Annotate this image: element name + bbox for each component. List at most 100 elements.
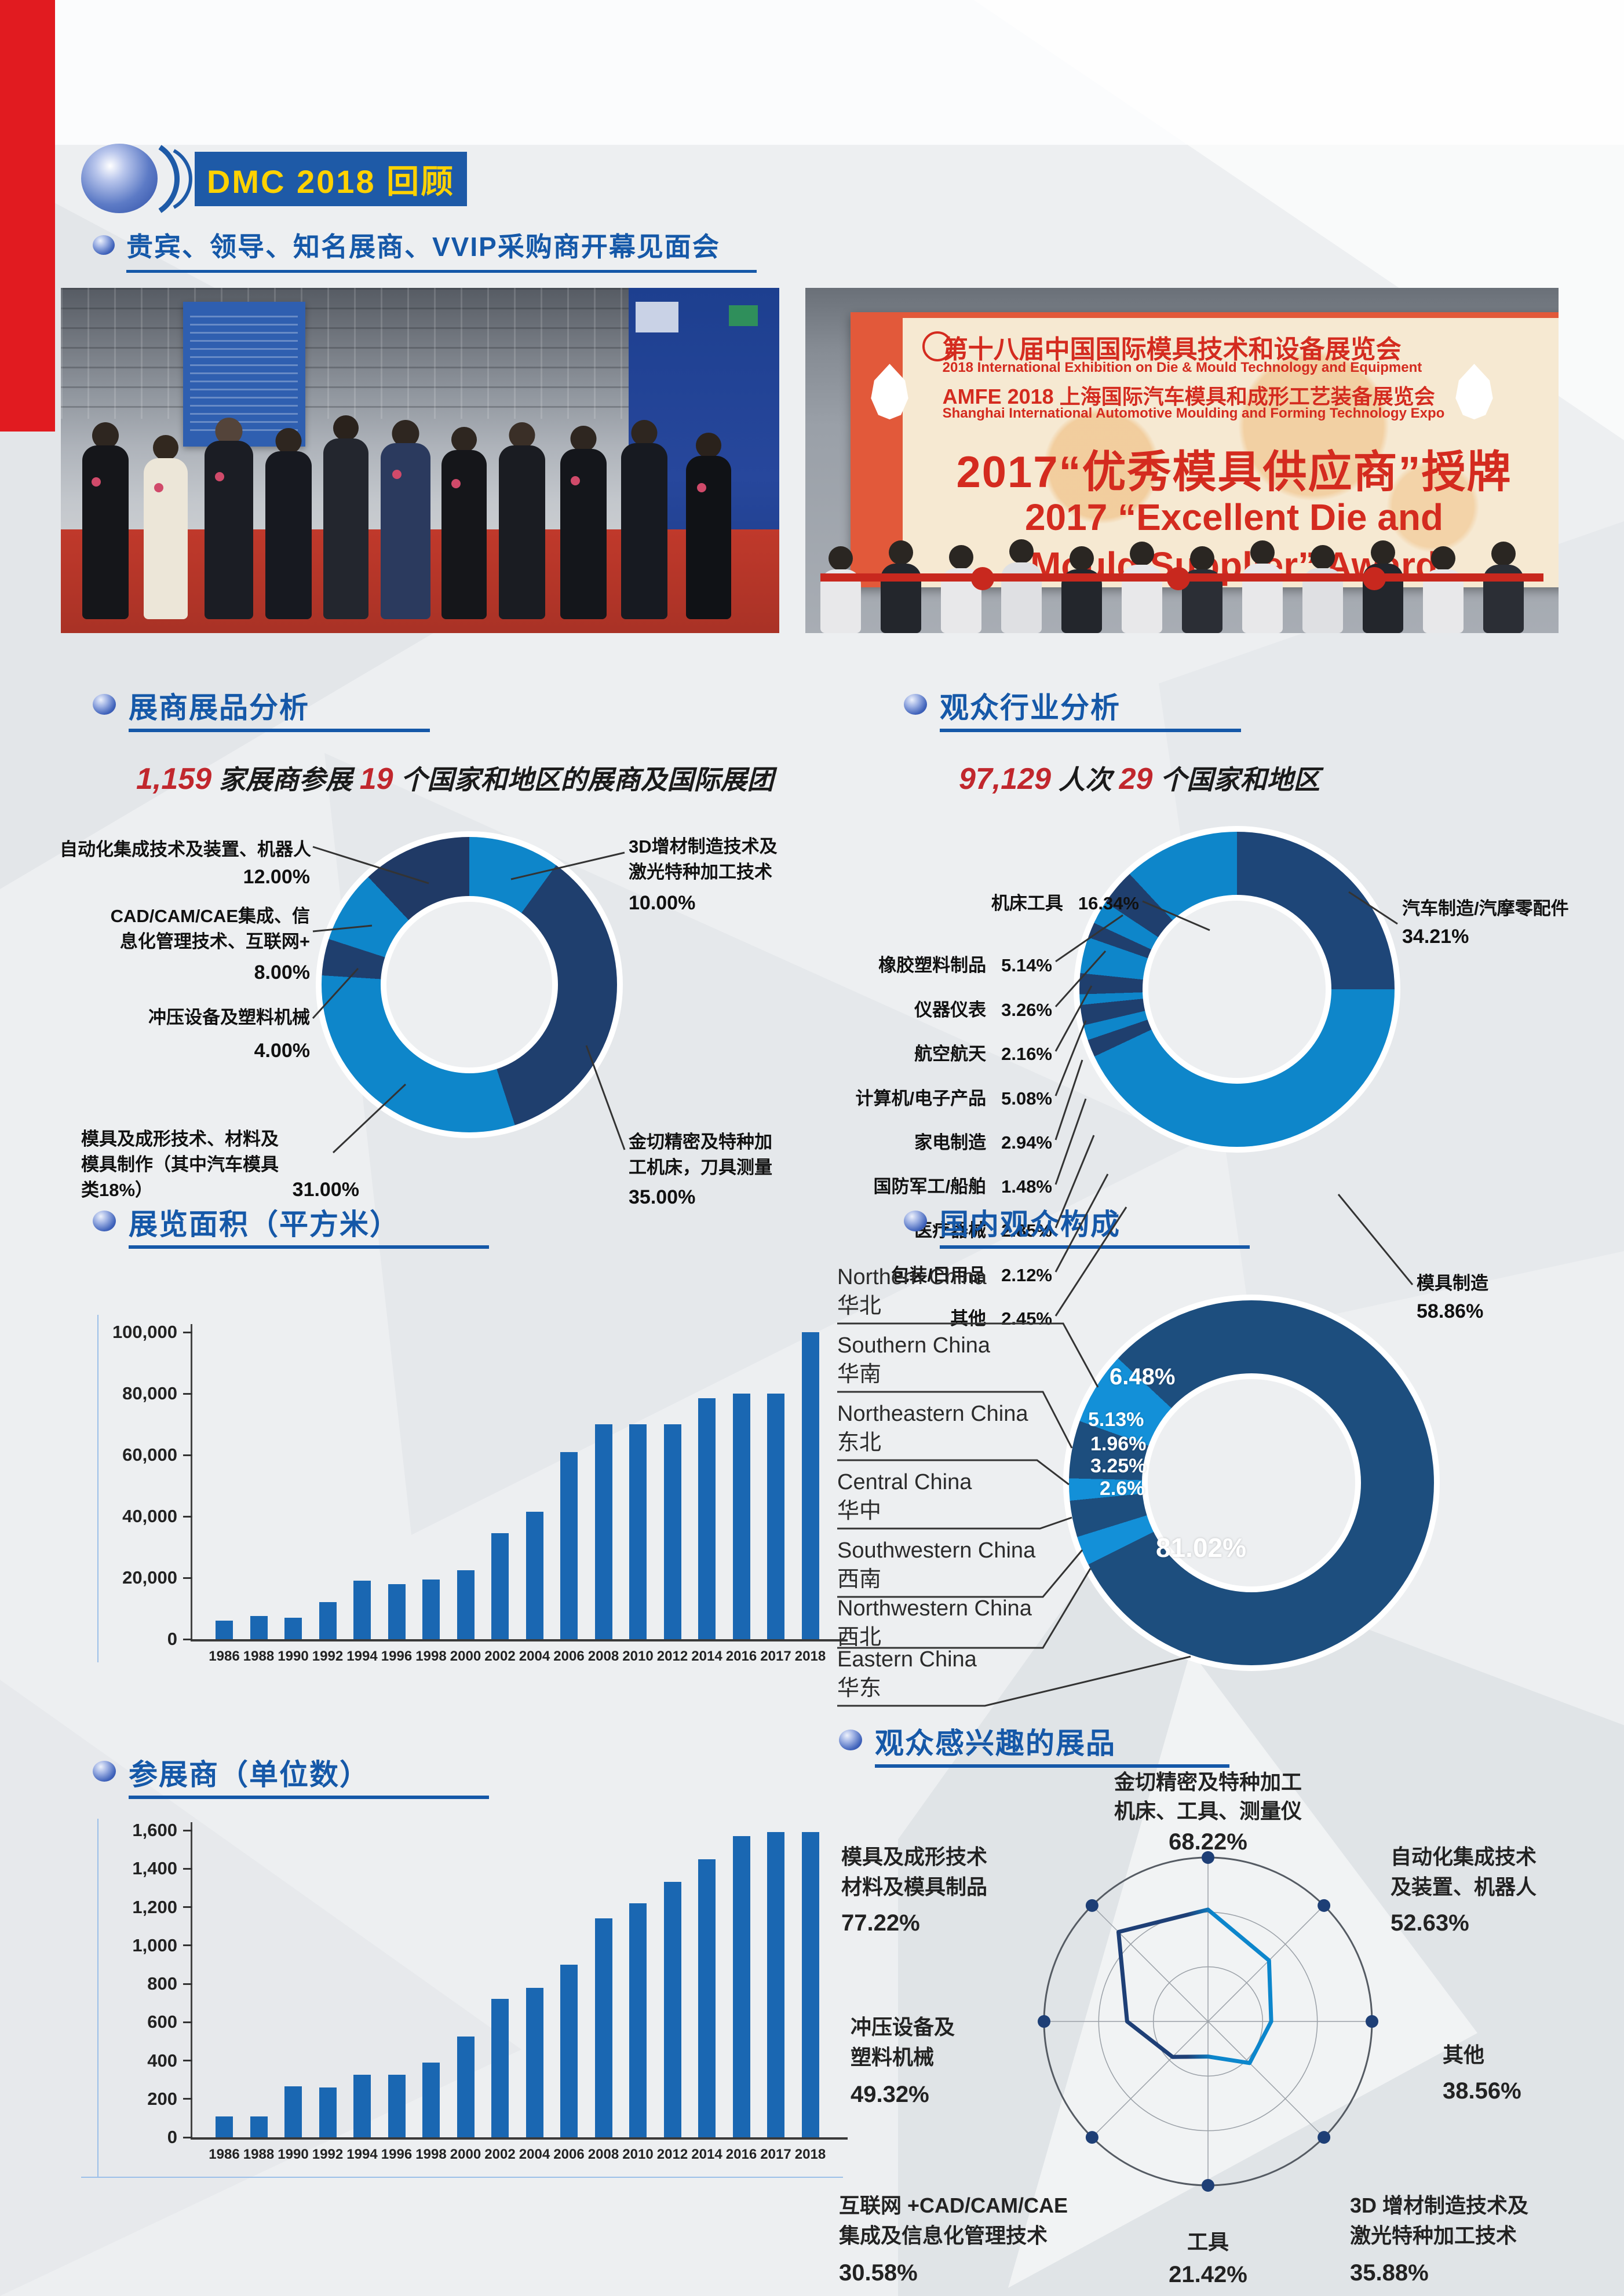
- radar-spoke: [1092, 2021, 1209, 2138]
- y-tick-label: 40,000: [122, 1506, 177, 1526]
- x-tick-label: 1990: [278, 1648, 309, 1664]
- y-tick-label: 60,000: [122, 1445, 177, 1465]
- person-head: [1491, 542, 1516, 566]
- radar-axis-pct: 38.56%: [1443, 2078, 1521, 2104]
- slice-pct: 2.45%: [1001, 1308, 1052, 1329]
- bar-2002: [491, 1999, 509, 2137]
- region-en: Northwestern China: [837, 1596, 1032, 1621]
- person-head: [1311, 545, 1335, 569]
- region-zh: 华北: [837, 1294, 882, 1318]
- person-silhouette: [621, 420, 668, 620]
- slice-label-row: 仪器仪表 3.26%: [782, 997, 1052, 1023]
- slice-pct: 31.00%: [292, 1179, 359, 1201]
- person-silhouette: [205, 418, 253, 620]
- slice-label: 金切精密及特种加 工机床，刀具测量: [629, 1132, 772, 1178]
- y-tick-mark: [183, 1454, 192, 1456]
- section-title-exhibit: 展商展品分析: [129, 692, 309, 724]
- bar-2008: [594, 1918, 612, 2137]
- x-tick-label: 1992: [312, 2147, 344, 2162]
- radar-spoke: [1092, 1905, 1209, 2022]
- slice-label: 国防军工/船舶: [873, 1176, 987, 1197]
- slice-label: 自动化集成技术及装置、机器人: [60, 839, 311, 860]
- person-head: [695, 433, 721, 459]
- meeting-underline: [126, 270, 757, 273]
- corsage: [571, 476, 581, 485]
- person-silhouette: [1182, 546, 1222, 633]
- person-body: [380, 443, 430, 620]
- x-tick-label: 2006: [553, 1648, 585, 1664]
- radar-axis-label: 互联网 +CAD/CAM/CAE 集成及信息化管理技术: [839, 2193, 1068, 2247]
- bar-2014: [698, 1859, 716, 2137]
- organizer-logo-icon: [922, 331, 953, 361]
- section-underline: [129, 729, 430, 732]
- ribbon-bow: [1363, 566, 1386, 590]
- person-body: [499, 445, 546, 620]
- person-silhouette: [1061, 546, 1102, 633]
- person-body: [143, 458, 188, 620]
- x-tick-label: 2008: [587, 2147, 619, 2162]
- x-tick-label: 2017: [760, 2147, 791, 2162]
- bar-2010: [629, 1424, 647, 1639]
- person-body: [441, 450, 487, 620]
- bar-2004: [525, 1512, 543, 1639]
- slice-pct: 5.08%: [1001, 1088, 1052, 1109]
- x-tick-label: 2000: [450, 1648, 481, 1664]
- y-tick-label: 600: [147, 2012, 177, 2032]
- radar-axis-label: 其他: [1443, 2043, 1485, 2067]
- region-label: Southwestern China 西南: [837, 1536, 1035, 1594]
- hanging-banner-text-lines: [190, 315, 298, 433]
- y-tick-mark: [183, 1331, 192, 1333]
- x-tick-label: 2016: [725, 2147, 757, 2162]
- bar-2000: [457, 1570, 475, 1639]
- region-zh: 华东: [837, 1676, 882, 1701]
- person-silhouette: [1483, 542, 1524, 633]
- region-en: Northeastern China: [837, 1402, 1028, 1426]
- slice-pct: 1.48%: [1001, 1176, 1052, 1197]
- y-tick-mark: [183, 1906, 192, 1908]
- x-tick-label: 2004: [519, 2147, 550, 2162]
- slice-label-row: 机床工具 16.34%: [869, 891, 1139, 916]
- person-body: [560, 449, 607, 620]
- y-tick-label: 1,200: [132, 1896, 177, 1917]
- banner-map-blobs: [903, 317, 1559, 587]
- person-head: [333, 415, 359, 441]
- bar-1992: [319, 2087, 337, 2137]
- radar-axis-pct: 35.88%: [1350, 2260, 1429, 2286]
- visitor-sub-text: 个国家和地区: [1160, 765, 1320, 795]
- slice-label: 机床工具: [991, 893, 1063, 913]
- visitor-industry-donut-chart: [1079, 832, 1395, 1147]
- region-zh: 华中: [837, 1499, 882, 1523]
- person-silhouette: [441, 427, 487, 620]
- x-tick-label: 1986: [209, 1648, 240, 1664]
- bullet-icon: [904, 1211, 927, 1231]
- section-underline: [940, 1245, 1250, 1249]
- slice-label: CAD/CAM/CAE集成、信 息化管理技术、互联网+: [110, 906, 310, 952]
- slice-pct: 12.00%: [243, 866, 310, 888]
- bar-1998: [422, 1580, 440, 1639]
- region-en: Northern China: [837, 1265, 987, 1289]
- y-tick-label: 200: [147, 2088, 177, 2109]
- y-tick-mark: [183, 1638, 192, 1640]
- y-axis-line: [191, 1822, 192, 2137]
- chart-frame-line: [97, 1315, 98, 1662]
- slice-pct: 34.21%: [1402, 926, 1469, 948]
- chart-frame-line: [97, 1819, 98, 2178]
- exhibitor-products-donut-chart: [322, 837, 617, 1132]
- corsage: [92, 477, 101, 487]
- bar-2004: [525, 1988, 543, 2137]
- person-silhouette: [82, 422, 129, 620]
- exhibit-sub-text: 个国家和地区的展商及国际展团: [400, 765, 774, 795]
- slice-pct-on-donut: 6.48%: [1110, 1364, 1176, 1390]
- slice-label-row: 包装/日用品 2.12%: [782, 1263, 1052, 1288]
- person-head: [631, 420, 658, 447]
- chart-frame-line: [81, 2177, 843, 2178]
- person-head: [1070, 546, 1094, 571]
- bar-2017: [767, 1832, 784, 2137]
- x-tick-label: 2017: [760, 1648, 791, 1664]
- x-tick-label: 1998: [415, 2147, 447, 2162]
- x-axis-line: [191, 2137, 848, 2140]
- radar-vertex-dot: [1085, 1899, 1099, 1912]
- bar-1992: [319, 1602, 337, 1639]
- exhibit-subtitle: 1,159 家展商参展 19 个国家和地区的展商及国际展团: [136, 759, 773, 797]
- x-tick-label: 1986: [209, 2147, 240, 2162]
